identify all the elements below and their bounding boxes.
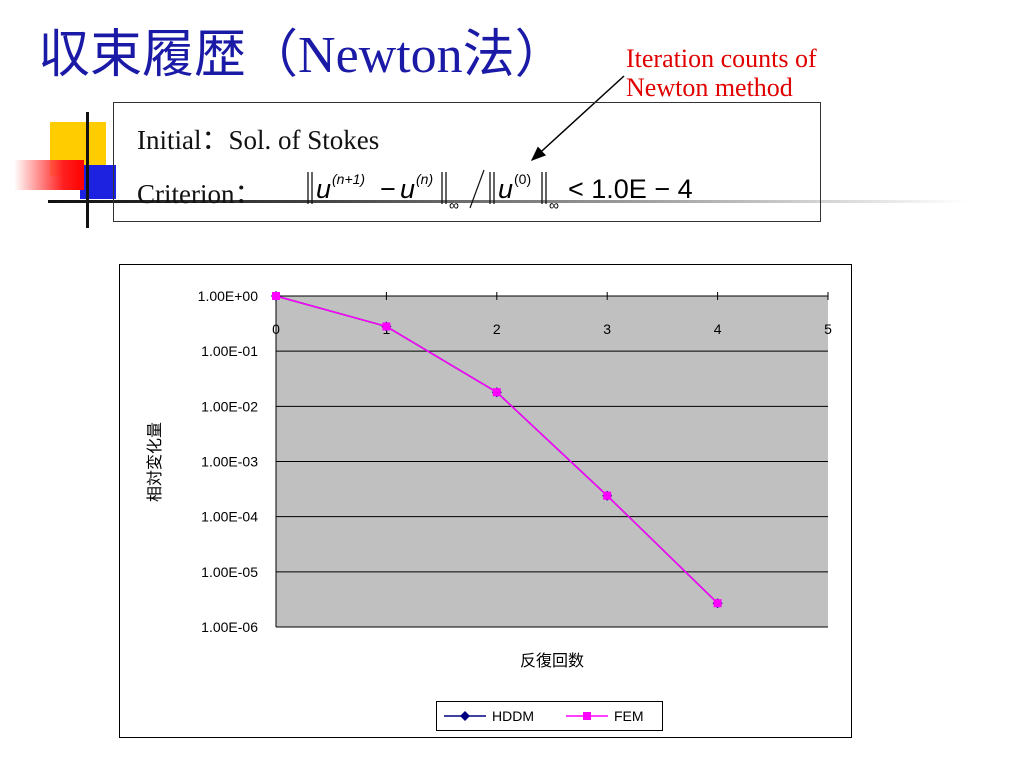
slide-title: 収束履歴（Newton法） <box>38 12 567 87</box>
legend-label-hddm: HDDM <box>492 708 534 724</box>
formula-u2: u <box>400 174 415 204</box>
y-tick-label: 1.00E-01 <box>201 343 258 359</box>
x-tick-label: 4 <box>714 321 722 337</box>
y-tick-label: 1.00E-04 <box>201 509 258 525</box>
y-tick-label: 1.00E-05 <box>201 564 258 580</box>
legend-item-hddm: HDDM <box>444 708 534 724</box>
data-point-fem <box>272 292 280 300</box>
y-axis-label: 相対変化量 <box>146 422 164 502</box>
y-tick-label: 1.00E-02 <box>201 398 258 414</box>
y-tick-labels: 1.00E+00 1.00E-01 1.00E-02 1.00E-03 1.00E-04… <box>198 288 259 635</box>
legend-label-fem: FEM <box>614 708 644 724</box>
y-tick-label: 1.00E+00 <box>198 288 259 304</box>
x-tick-label: 5 <box>824 321 832 337</box>
criterion-line: Criterion： <box>137 172 261 211</box>
formula-inf2: ∞ <box>549 197 559 212</box>
info-box <box>113 102 821 222</box>
initial-line: Initial：Sol. of Stokes <box>137 118 379 157</box>
x-tick-label: 0 <box>272 321 280 337</box>
data-point-fem <box>492 388 501 397</box>
criterion-label: Criterion <box>137 179 235 209</box>
x-tick-label: 3 <box>603 321 611 337</box>
data-point-fem <box>603 491 612 500</box>
formula-sup-n1: (n+1) <box>332 171 365 187</box>
deco-vertical-line <box>86 112 89 228</box>
gridlines <box>275 292 829 628</box>
annotation-text: Iteration counts of Newton method <box>626 44 817 102</box>
initial-label: Initial <box>137 125 202 155</box>
criterion-formula: u (n+1) − u (n) ∞ u (0) ∞ < 1.0E − 4 <box>307 169 693 212</box>
data-point-fem <box>713 599 722 608</box>
formula-minus: − <box>380 174 396 204</box>
formula-inf1: ∞ <box>449 197 459 212</box>
formula-sup-n: (n) <box>416 171 433 187</box>
formula-u3: u <box>498 174 513 204</box>
deco-red-bar <box>14 160 84 190</box>
series-layer <box>271 291 723 609</box>
legend-item-fem: FEM <box>566 708 644 724</box>
data-point-fem <box>382 322 391 331</box>
y-tick-label: 1.00E-06 <box>201 619 258 635</box>
initial-value: Sol. of Stokes <box>228 125 380 155</box>
title-jp-part2: 法） <box>462 25 567 85</box>
criterion-colon: ： <box>234 179 262 209</box>
formula-sup-0: (0) <box>514 171 531 187</box>
legend: HDDM FEM <box>444 708 644 724</box>
formula-u1: u <box>316 174 331 204</box>
x-tick-label: 2 <box>493 321 501 337</box>
initial-colon: ： <box>201 125 229 155</box>
y-tick-label: 1.00E-03 <box>201 454 258 470</box>
title-jp-part1: 収束履歴（ <box>38 25 299 85</box>
formula-rhs: < 1.0E − 4 <box>568 174 693 204</box>
title-newton: Newton <box>298 27 463 84</box>
deco-horizontal-line <box>48 200 968 203</box>
x-axis-label: 反復回数 <box>520 652 584 670</box>
